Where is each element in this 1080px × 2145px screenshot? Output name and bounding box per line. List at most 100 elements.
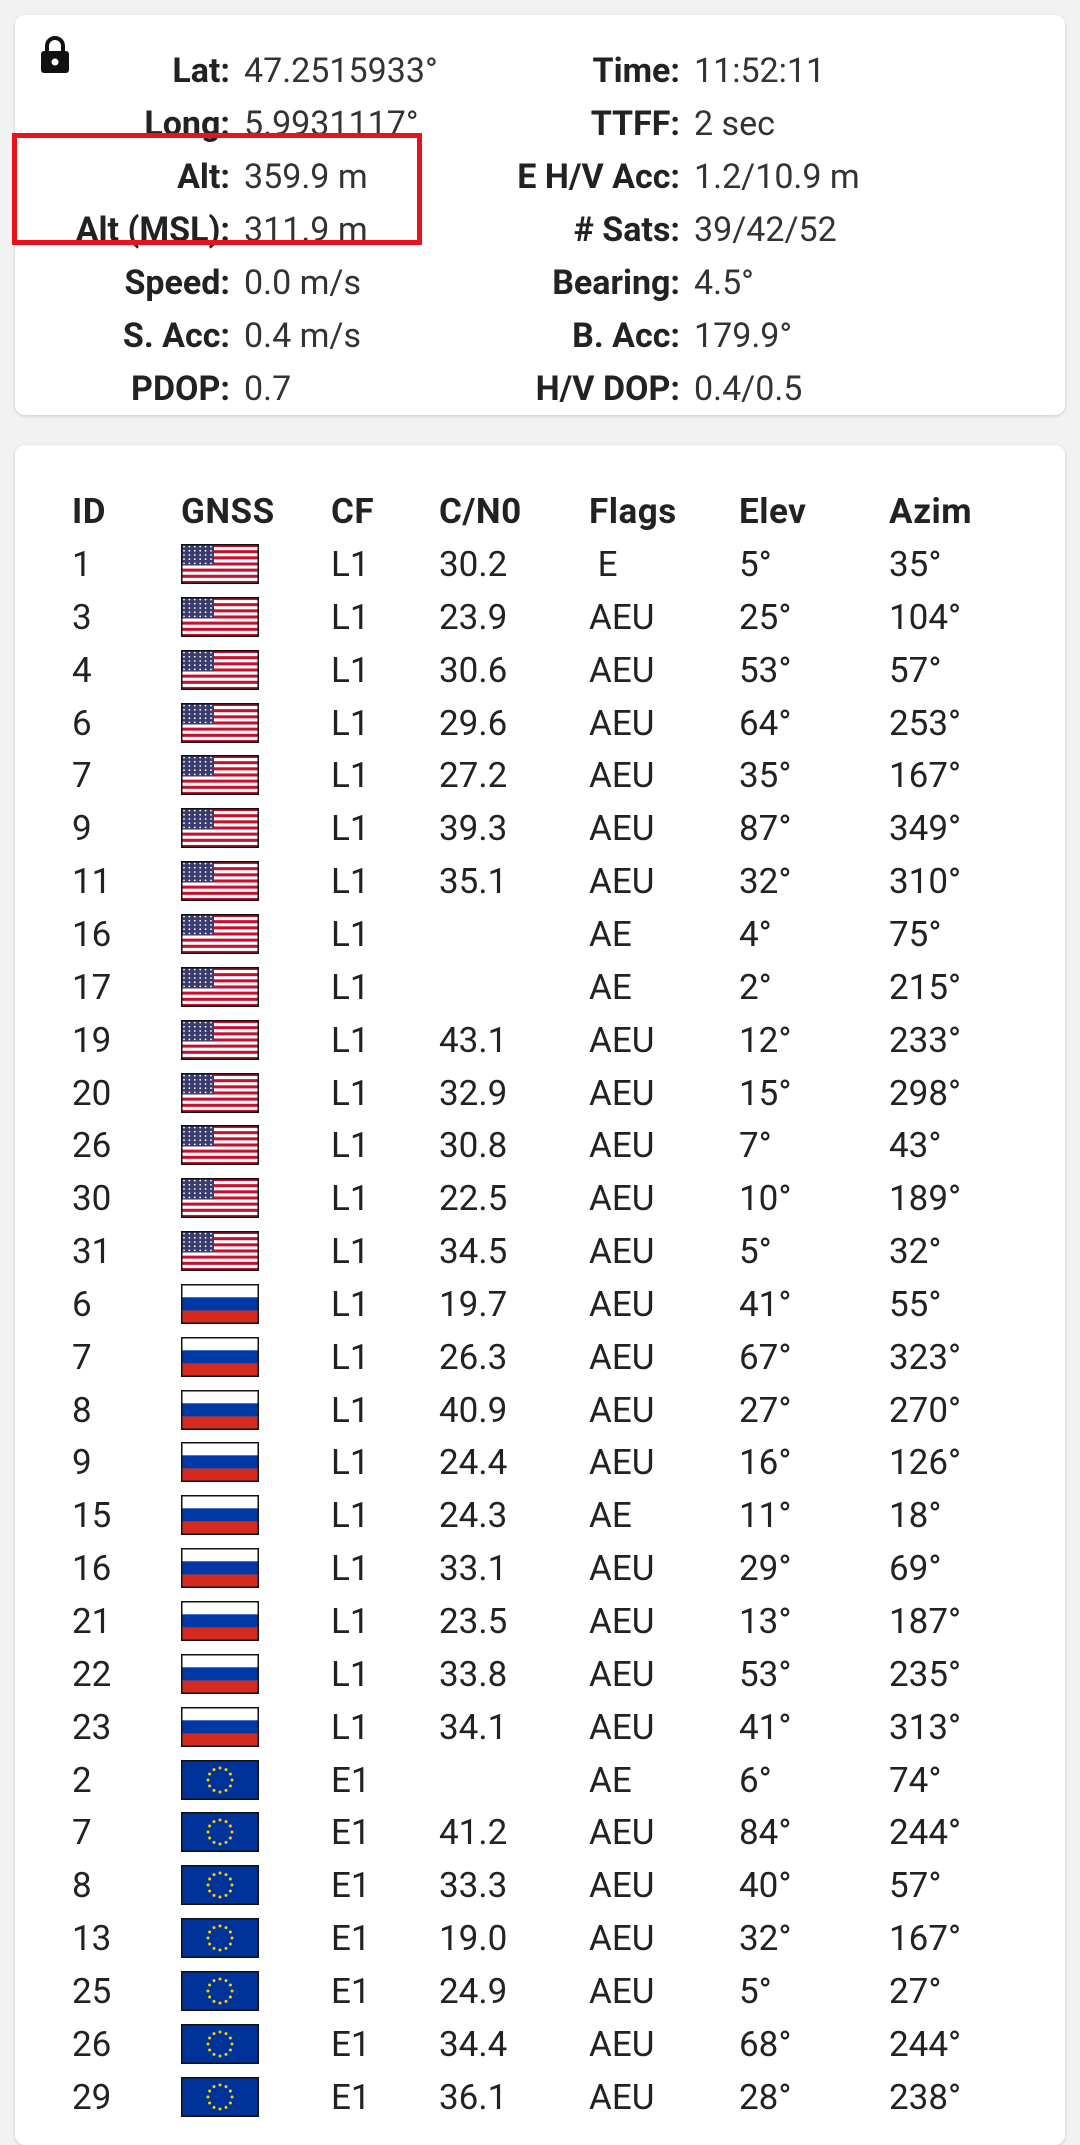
cell-cf: L1 xyxy=(331,1653,370,1695)
cell-cf: L1 xyxy=(331,966,370,1008)
cell-cn0: 33.3 xyxy=(439,1865,508,1907)
cell-elev: 87° xyxy=(739,808,792,850)
cell-flags: AEU xyxy=(589,1283,655,1325)
cell-elev: 12° xyxy=(739,1019,792,1061)
cell-flags: AEU xyxy=(589,755,655,797)
cell-azim: 244° xyxy=(889,1812,962,1854)
cell-flags: AEU xyxy=(589,2076,655,2118)
cell-cn0: 22.5 xyxy=(439,1178,508,1220)
table-header: ID GNSS CF C/N0 Flags Elev Azim xyxy=(15,485,1065,538)
cell-id: 7 xyxy=(72,1336,92,1378)
cell-azim: 323° xyxy=(889,1336,962,1378)
eu-flag-icon xyxy=(181,1970,259,2011)
cell-azim: 187° xyxy=(889,1601,962,1642)
cell-flags: AEU xyxy=(589,861,655,903)
cell-cn0: 30.8 xyxy=(439,1125,508,1167)
cell-flags: AEU xyxy=(589,596,655,638)
usa-flag-icon xyxy=(181,808,259,849)
cell-cf: L1 xyxy=(331,1125,370,1167)
cell-cn0: 24.3 xyxy=(439,1495,508,1537)
cell-azim: 253° xyxy=(889,702,962,744)
russia-flag-icon xyxy=(181,1653,259,1694)
header-cn0: C/N0 xyxy=(439,491,522,532)
cell-cf: L1 xyxy=(331,596,370,638)
usa-flag-icon xyxy=(181,861,259,902)
status-label: PDOP: xyxy=(131,369,230,409)
cell-flags: AEU xyxy=(589,1336,655,1378)
cell-flags: AE xyxy=(589,1759,632,1801)
table-row: 17 L1 AE 2° 215° xyxy=(15,961,1065,1014)
cell-flags: AEU xyxy=(589,1019,655,1061)
cell-azim: 310° xyxy=(889,861,962,903)
cell-elev: 68° xyxy=(739,2023,792,2065)
table-row: 6 L1 29.6 AEU 64° 253° xyxy=(15,697,1065,750)
cell-elev: 35° xyxy=(739,755,792,797)
usa-flag-icon xyxy=(181,1019,259,1060)
table-row: 31 L1 34.5 AEU 5° 32° xyxy=(15,1225,1065,1278)
cell-cf: L1 xyxy=(331,1336,370,1378)
table-row: 2 E1 AE 6° 74° xyxy=(15,1754,1065,1807)
cell-elev: 84° xyxy=(739,1812,792,1854)
cell-cf: L1 xyxy=(331,1283,370,1325)
satellite-table-card: ID GNSS CF C/N0 Flags Elev Azim 1 L1 30.2 … xyxy=(15,445,1065,2145)
usa-flag-icon xyxy=(181,913,259,954)
cell-elev: 5° xyxy=(739,1970,772,2012)
table-row: 8 E1 33.3 AEU 40° 57° xyxy=(15,1859,1065,1912)
status-label: Alt: xyxy=(177,157,230,197)
table-row: 1 L1 30.2 E 5° 35° xyxy=(15,538,1065,591)
cell-id: 20 xyxy=(72,1072,112,1114)
cell-flags: AEU xyxy=(589,1970,655,2012)
cell-flags: AEU xyxy=(589,2023,655,2065)
cell-cn0: 32.9 xyxy=(439,1072,508,1114)
cell-cn0: 27.2 xyxy=(439,755,508,797)
cell-azim: 233° xyxy=(889,1019,962,1061)
cell-cn0: 23.9 xyxy=(439,596,508,638)
cell-id: 6 xyxy=(72,702,92,744)
status-value: 4.5° xyxy=(694,263,754,303)
cell-flags: AEU xyxy=(589,1706,655,1748)
russia-flag-icon xyxy=(181,1336,259,1377)
cell-elev: 10° xyxy=(739,1178,792,1220)
cell-cn0: 43.1 xyxy=(439,1019,508,1061)
status-value: 1.2/10.9 m xyxy=(694,157,860,197)
status-label: E H/V Acc: xyxy=(517,157,680,197)
cell-id: 31 xyxy=(72,1231,112,1273)
cell-cf: L1 xyxy=(331,1442,370,1484)
cell-elev: 25° xyxy=(739,596,792,638)
cell-id: 30 xyxy=(72,1178,112,1220)
cell-azim: 270° xyxy=(889,1389,962,1431)
cell-azim: 215° xyxy=(889,966,962,1008)
table-row: 6 L1 19.7 AEU 41° 55° xyxy=(15,1278,1065,1331)
cell-flags: AEU xyxy=(589,1178,655,1220)
cell-cf: L1 xyxy=(331,1495,370,1537)
cell-cn0: 33.1 xyxy=(439,1548,508,1590)
table-row: 19 L1 43.1 AEU 12° 233° xyxy=(15,1014,1065,1067)
cell-id: 9 xyxy=(72,808,92,850)
cell-cf: L1 xyxy=(331,808,370,850)
usa-flag-icon xyxy=(181,966,259,1007)
cell-cn0: 41.2 xyxy=(439,1812,508,1854)
cell-flags: AEU xyxy=(589,1865,655,1907)
status-row: Speed: 0.0 m/s Bearing: 4.5° xyxy=(15,257,1065,310)
eu-flag-icon xyxy=(181,1918,259,1959)
cell-elev: 15° xyxy=(739,1072,792,1114)
status-value: 0.0 m/s xyxy=(244,263,362,303)
status-value: 39/42/52 xyxy=(694,210,837,250)
cell-elev: 16° xyxy=(739,1442,792,1484)
table-row: 9 L1 39.3 AEU 87° 349° xyxy=(15,802,1065,855)
cell-id: 7 xyxy=(72,755,92,797)
cell-id: 26 xyxy=(72,2023,112,2065)
cell-id: 4 xyxy=(72,649,92,691)
status-value: 0.4 m/s xyxy=(244,316,362,356)
cell-cf: L1 xyxy=(331,913,370,955)
cell-id: 9 xyxy=(72,1442,92,1484)
cell-azim: 35° xyxy=(889,544,942,585)
table-row: 16 L1 AE 4° 75° xyxy=(15,908,1065,961)
usa-flag-icon xyxy=(181,544,259,584)
table-row: 30 L1 22.5 AEU 10° 189° xyxy=(15,1172,1065,1225)
cell-azim: 74° xyxy=(889,1759,942,1801)
cell-id: 11 xyxy=(72,861,112,903)
table-row: 23 L1 34.1 AEU 41° 313° xyxy=(15,1701,1065,1754)
cell-elev: 41° xyxy=(739,1283,792,1325)
cell-elev: 5° xyxy=(739,544,772,585)
